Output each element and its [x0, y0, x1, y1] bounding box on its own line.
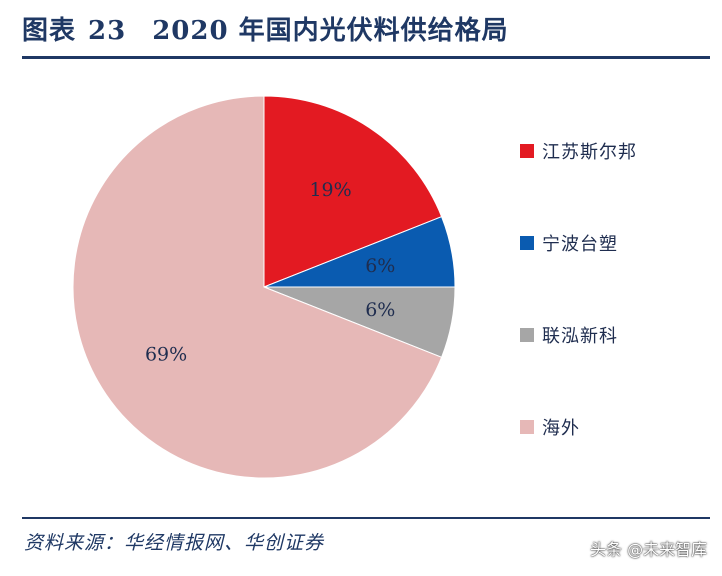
legend-swatch [520, 144, 534, 158]
legend-label: 江苏斯尔邦 [542, 142, 637, 163]
legend-label: 海外 [542, 418, 580, 439]
figure-number: 23 [88, 16, 127, 46]
footer-divider [22, 517, 710, 519]
legend-label: 联泓新科 [542, 326, 618, 347]
legend-item-1: 江苏斯尔邦 [520, 138, 637, 164]
legend-swatch [520, 236, 534, 250]
source-note: 资料来源：华经情报网、华创证券 [24, 532, 325, 554]
slice-label-2: 6% [365, 255, 395, 277]
chart-title-bar: 图表 23 2020 年国内光伏料供给格局 [22, 10, 509, 47]
legend-item-2: 宁波台塑 [520, 230, 618, 256]
title-divider [22, 56, 710, 59]
pie-slice-4 [72, 95, 443, 479]
slice-label-4: 69% [145, 344, 187, 366]
legend-swatch [520, 420, 534, 434]
legend-item-4: 海外 [520, 414, 580, 440]
slice-label-1: 19% [309, 179, 351, 201]
legend-swatch [520, 328, 534, 342]
watermark: 头条 @未来智库 [590, 540, 708, 559]
figure-label: 图表 [22, 16, 77, 46]
chart-title: 2020 年国内光伏料供给格局 [152, 16, 509, 46]
legend-label: 宁波台塑 [542, 234, 618, 255]
pie-slice-1 [263, 95, 443, 288]
slice-label-3: 6% [365, 299, 395, 321]
legend-item-3: 联泓新科 [520, 322, 618, 348]
